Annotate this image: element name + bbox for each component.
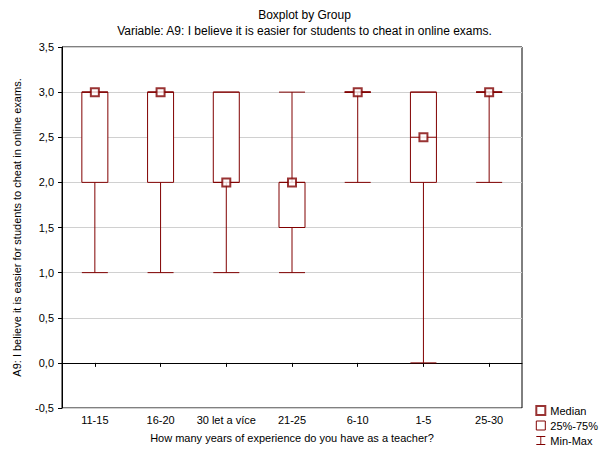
svg-text:Variable: A9: I believe it is: Variable: A9: I believe it is easier for… [117,24,492,38]
svg-text:A9: I believe it is easier for: A9: I believe it is easier for students … [11,78,23,376]
svg-text:0,0: 0,0 [39,357,54,369]
svg-text:6-10: 6-10 [347,414,369,426]
svg-text:2,0: 2,0 [39,176,54,188]
svg-text:2,5: 2,5 [39,131,54,143]
svg-text:30 let a více: 30 let a více [197,414,256,426]
svg-text:25-30: 25-30 [475,414,503,426]
svg-text:3,5: 3,5 [39,41,54,53]
svg-text:0,5: 0,5 [39,312,54,324]
svg-text:1-5: 1-5 [415,414,431,426]
svg-text:Median: Median [550,405,586,417]
svg-text:21-25: 21-25 [278,414,306,426]
svg-text:Boxplot by Group: Boxplot by Group [258,8,351,22]
svg-text:16-20: 16-20 [147,414,175,426]
svg-text:-0,5: -0,5 [35,402,54,414]
svg-text:1,5: 1,5 [39,222,54,234]
svg-text:Min-Max: Min-Max [550,435,593,447]
svg-text:11-15: 11-15 [81,414,108,426]
svg-text:25%-75%: 25%-75% [550,420,598,432]
svg-text:How many years of experience d: How many years of experience do you have… [150,432,434,444]
svg-text:1,0: 1,0 [39,267,54,279]
svg-text:3,0: 3,0 [39,86,54,98]
